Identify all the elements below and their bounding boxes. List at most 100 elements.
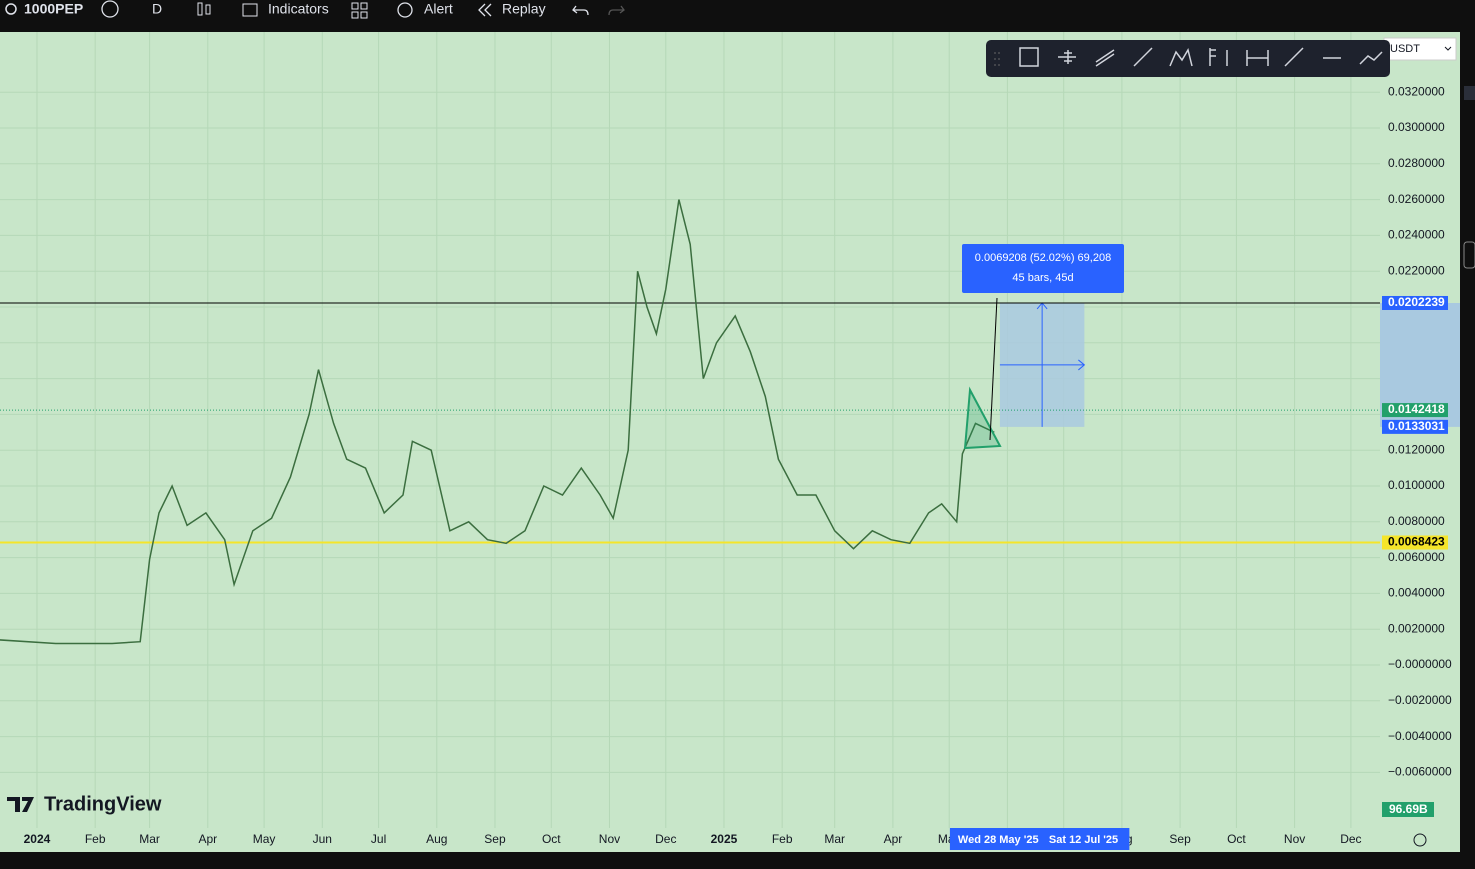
y-tick-label: −0.0000000 — [1388, 657, 1452, 671]
x-tick-label: Feb — [772, 832, 793, 846]
compare-button[interactable] — [101, 0, 119, 18]
start-date: Wed 28 May '25 — [958, 834, 1039, 846]
top-toolbar — [0, 0, 1475, 30]
settings-icon[interactable] — [1413, 833, 1427, 847]
drawing-tool[interactable] — [1133, 47, 1153, 67]
date-range-bg — [949, 828, 1130, 850]
y-tick-label: 0.0120000 — [1388, 442, 1445, 456]
price-label: 0.0133031 — [1388, 419, 1445, 433]
drawing-tool[interactable] — [1058, 50, 1076, 64]
triangle-pattern — [963, 386, 1002, 450]
scroll-handle[interactable] — [1464, 86, 1475, 100]
x-tick-label: Nov — [599, 832, 620, 846]
drawing-tool[interactable] — [1246, 50, 1269, 66]
end-date: Sat 12 Jul '25 — [1049, 834, 1118, 846]
drawing-toolbar — [986, 40, 1390, 77]
currency: USDT — [1390, 43, 1420, 55]
drawing-tool[interactable] — [1095, 49, 1115, 67]
x-tick-label: Sep — [1169, 832, 1191, 846]
interval[interactable]: D — [152, 1, 162, 17]
drawing-tool[interactable] — [1019, 47, 1039, 67]
x-tick-label: Nov — [1284, 832, 1305, 846]
drag-handle — [994, 52, 1000, 66]
y-tick-label: 0.0240000 — [1388, 228, 1445, 242]
indicators-icon — [242, 3, 258, 17]
right-strip — [1460, 30, 1475, 852]
y-tick-label: 0.0100000 — [1388, 478, 1445, 492]
y-tick-label: 0.0220000 — [1388, 263, 1445, 277]
symbol[interactable]: 1000PEP — [24, 1, 83, 17]
y-tick-label: 0.0060000 — [1388, 550, 1445, 564]
x-tick-label: 2024 — [24, 832, 51, 846]
y-tick-label: −0.0060000 — [1388, 765, 1452, 779]
layout-icon — [360, 11, 368, 19]
x-tick-label: Sep — [484, 832, 506, 846]
drawing-tool[interactable] — [1169, 48, 1193, 67]
plot: 0.0320000 0.0300000 0.0280000 0.0260000 0.02… — [0, 32, 1460, 850]
bottom-bar — [0, 852, 1475, 869]
x-tick-label: Aug — [426, 832, 447, 846]
price-label: 0.0202239 — [1388, 295, 1445, 309]
logo — [7, 797, 34, 812]
drawing-tool[interactable] — [1359, 51, 1383, 65]
measure-arrow — [999, 359, 1086, 371]
y-tick-label: 0.0280000 — [1388, 156, 1445, 170]
y-tick-label: 0.0300000 — [1388, 120, 1445, 134]
chart-background — [0, 32, 1460, 852]
watermark: TradingView — [44, 793, 162, 815]
measure-bars: 45 bars, 45d — [1012, 272, 1073, 284]
volume-label-bg — [1382, 802, 1434, 817]
replay-button[interactable]: Replay — [502, 1, 546, 17]
x-tick-label: Oct — [542, 832, 561, 846]
currency-caret — [1444, 46, 1452, 51]
toolbar-items: 1000PEP D Indicators Alert Replay — [5, 0, 625, 19]
redo-button[interactable] — [608, 5, 625, 16]
x-tick-label: Mar — [139, 832, 160, 846]
y-tick-label: 0.0260000 — [1388, 192, 1445, 206]
x-tick-label: Mar — [824, 832, 845, 846]
x-tick-label: Feb — [85, 832, 106, 846]
drawing-tool[interactable] — [1284, 47, 1304, 67]
alert-button[interactable]: Alert — [424, 1, 453, 17]
x-tick-label: Jun — [313, 832, 332, 846]
price-label-bg — [1382, 295, 1448, 310]
measure-tooltip — [962, 244, 1124, 293]
x-tick-label: May — [253, 832, 276, 846]
alert-icon — [397, 2, 413, 18]
indicators-button[interactable]: Indicators — [268, 1, 329, 17]
y-tick-label: 0.0040000 — [1388, 586, 1445, 600]
volume-label: 96.69B — [1389, 802, 1428, 816]
price-label-bg — [1382, 419, 1448, 434]
scroll-handle[interactable] — [1463, 241, 1475, 269]
layout-icon — [360, 2, 368, 10]
x-tick-label: 2025 — [711, 832, 738, 846]
y-tick-label: 0.0080000 — [1388, 514, 1445, 528]
chart-type-icon[interactable] — [197, 2, 203, 16]
x-tick-label: Apr — [198, 832, 217, 846]
price-line-series — [0, 199, 995, 645]
price-label-bg — [1382, 535, 1448, 550]
y-tick-label: −0.0040000 — [1388, 729, 1452, 743]
layout-icon[interactable] — [351, 2, 359, 10]
replay-icon — [478, 3, 492, 17]
drawing-tool[interactable] — [1209, 48, 1228, 66]
search-icon[interactable] — [5, 3, 17, 15]
chart-type-icon — [205, 4, 211, 15]
measure-text: 0.0069208 (52.02%) 69,208 — [975, 252, 1111, 264]
price-label-bg — [1382, 403, 1448, 418]
x-tick-label: Dec — [1340, 832, 1361, 846]
price-label: 0.0142418 — [1388, 402, 1445, 416]
undo-button[interactable] — [572, 5, 589, 16]
x-tick-label: Oct — [1227, 832, 1246, 846]
y-tick-label: −0.0020000 — [1388, 693, 1452, 707]
projection-line — [989, 297, 998, 441]
price-label: 0.0068423 — [1388, 535, 1445, 549]
x-tick-label: Jul — [371, 832, 386, 846]
x-tick-label: Dec — [655, 832, 676, 846]
y-tick-label: 0.0320000 — [1388, 84, 1445, 98]
layout-icon — [351, 11, 359, 19]
y-tick-label: 0.0020000 — [1388, 621, 1445, 635]
x-tick-label: Apr — [884, 832, 903, 846]
